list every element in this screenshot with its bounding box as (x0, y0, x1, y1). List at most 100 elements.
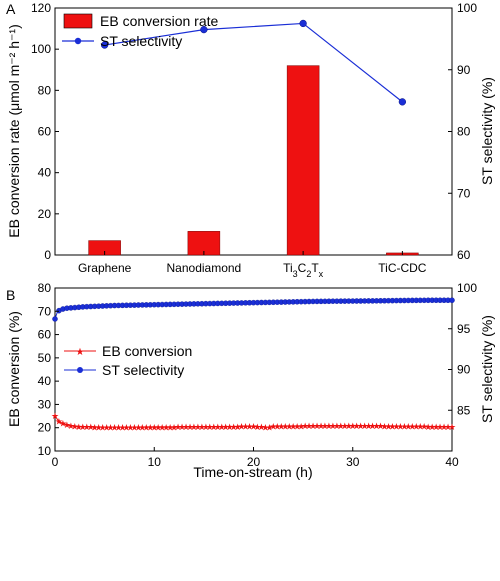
panel-b-y2label: ST selectivity (%) (479, 315, 495, 423)
panel-b-label: B (6, 287, 15, 303)
eb-conversion-marker: ★ (87, 422, 95, 432)
eb-conversion-marker: ★ (357, 421, 365, 431)
eb-conversion-marker: ★ (365, 421, 373, 431)
panel-b-right-axis: 85 90 95 100 (448, 281, 477, 417)
y2tick-label: 100 (457, 281, 477, 295)
eb-conversion-marker: ★ (55, 417, 63, 427)
selectivity-point (398, 98, 407, 106)
eb-conversion-marker: ★ (428, 422, 436, 432)
eb-conversion-marker: ★ (305, 421, 313, 431)
eb-conversion-marker: ★ (412, 422, 420, 432)
eb-conversion-marker: ★ (154, 422, 162, 432)
eb-conversion-marker: ★ (345, 421, 353, 431)
eb-conversion-marker: ★ (118, 423, 126, 433)
xtick-label: Nanodiamond (167, 261, 242, 275)
xtick-label: TiC-CDC (378, 261, 427, 275)
panel-a-label: A (6, 1, 16, 17)
legend-st-selectivity: ST selectivity (100, 33, 182, 49)
panel-a-legend: EB conversion rate ST selectivity (62, 13, 218, 49)
eb-conversion-marker: ★ (107, 423, 115, 433)
eb-conversion-marker: ★ (71, 422, 79, 432)
xtick-label: 30 (346, 455, 360, 469)
eb-conversion-marker: ★ (325, 421, 333, 431)
xtick-label: Graphene (78, 261, 132, 275)
eb-conversion-marker: ★ (162, 422, 170, 432)
eb-conversion-marker: ★ (297, 421, 305, 431)
eb-conversion-marker: ★ (317, 421, 325, 431)
legend-circle-marker-b (77, 367, 83, 373)
eb-conversion-marker: ★ (242, 422, 250, 432)
eb-conversion-marker: ★ (67, 421, 75, 431)
eb-conversion-marker: ★ (142, 422, 150, 432)
eb-conversion-marker: ★ (59, 419, 67, 429)
eb-conversion-marker: ★ (99, 422, 107, 432)
eb-conversion-marker: ★ (210, 422, 218, 432)
ytick-label: 100 (31, 42, 51, 56)
eb-conversion-marker: ★ (353, 421, 361, 431)
ytick-label: 30 (38, 397, 52, 411)
st-selectivity-marker (449, 297, 455, 303)
panel-b-legend: ★ EB conversion ST selectivity (64, 343, 192, 378)
selectivity-point (299, 19, 307, 28)
eb-conversion-marker: ★ (392, 421, 400, 431)
eb-conversion-marker: ★ (226, 422, 234, 432)
eb-conversion-marker: ★ (420, 422, 428, 432)
eb-conversion-marker: ★ (448, 422, 456, 432)
ytick-label: 40 (38, 166, 52, 180)
bar-ti3c2tx (286, 65, 320, 256)
y2tick-label: 95 (457, 322, 471, 336)
y2tick-label: 90 (457, 363, 471, 377)
eb-conversion-marker: ★ (321, 421, 329, 431)
selectivity-point (100, 41, 109, 49)
panel-a: A 0 20 40 60 80 100 120 60 70 80 90 100 Graphene Na… (6, 1, 495, 279)
eb-conversion-marker: ★ (444, 422, 452, 432)
eb-conversion-marker: ★ (349, 421, 357, 431)
st-selectivity-marker (52, 316, 58, 322)
eb-conversion-marker: ★ (440, 422, 448, 432)
ytick-label: 60 (38, 125, 52, 139)
eb-conversion-marker: ★ (265, 422, 273, 432)
eb-conversion-marker: ★ (186, 422, 194, 432)
eb-conversion-marker: ★ (369, 421, 377, 431)
eb-conversion-marker: ★ (206, 422, 214, 432)
xtick-label: 20 (247, 455, 261, 469)
eb-conversion-marker: ★ (361, 421, 369, 431)
panel-a-right-axis: 60 70 80 90 100 (448, 1, 477, 262)
ytick-label: 120 (31, 1, 51, 15)
y2tick-label: 80 (457, 125, 471, 139)
y2tick-label: 60 (457, 248, 471, 262)
xtick-label: 40 (445, 455, 459, 469)
eb-conversion-line (54, 415, 453, 428)
ytick-label: 40 (38, 374, 52, 388)
panel-a-y2label: ST selectivity (%) (479, 77, 495, 185)
eb-conversion-marker: ★ (333, 421, 341, 431)
eb-conversion-marker: ★ (178, 422, 186, 432)
eb-conversion-marker: ★ (230, 422, 238, 432)
ytick-label: 70 (38, 304, 52, 318)
eb-conversion-marker: ★ (424, 422, 432, 432)
ytick-label: 10 (38, 444, 52, 458)
ytick-label: 0 (44, 248, 51, 262)
legend-bar-swatch (63, 13, 93, 29)
eb-conversion-marker: ★ (261, 423, 269, 433)
eb-conversion-marker: ★ (202, 422, 210, 432)
eb-conversion-marker: ★ (277, 421, 285, 431)
xtick-label: 0 (52, 455, 59, 469)
eb-conversion-marker: ★ (194, 422, 202, 432)
eb-conversion-marker: ★ (408, 422, 416, 432)
y2tick-label: 85 (457, 403, 471, 417)
ytick-label: 50 (38, 351, 52, 365)
eb-conversion-marker: ★ (432, 422, 440, 432)
eb-conversion-marker: ★ (130, 423, 138, 433)
eb-conversion-marker: ★ (273, 421, 281, 431)
eb-conversion-marker: ★ (170, 422, 178, 432)
eb-conversion-marker: ★ (281, 421, 289, 431)
eb-conversion-marker: ★ (373, 421, 381, 431)
eb-conversion-marker: ★ (146, 422, 154, 432)
eb-conversion-marker: ★ (245, 422, 253, 432)
eb-conversion-marker: ★ (134, 422, 142, 432)
y2tick-label: 90 (457, 63, 471, 77)
panel-b-x-axis: 0 10 20 30 40 (52, 447, 459, 469)
eb-conversion-marker: ★ (400, 421, 408, 431)
eb-conversion-marker: ★ (158, 422, 166, 432)
